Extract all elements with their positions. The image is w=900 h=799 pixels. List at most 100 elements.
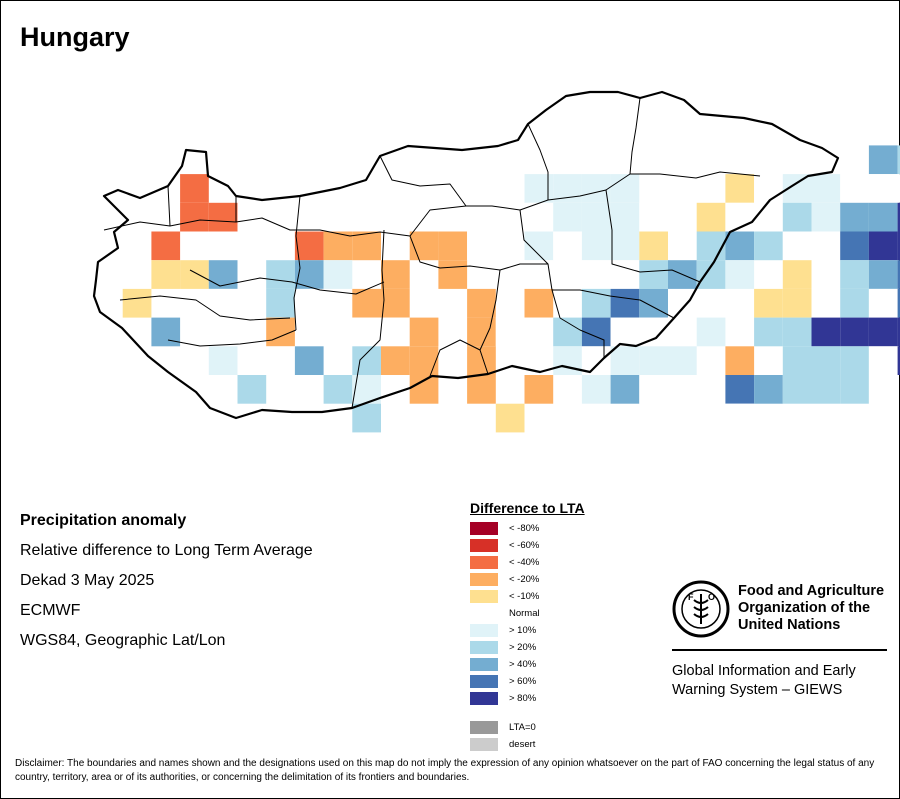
grid-cell — [782, 202, 812, 232]
grid-cell — [639, 317, 668, 347]
grid-cell — [381, 288, 410, 318]
grid-cell — [553, 231, 582, 261]
grid-cell — [208, 202, 238, 232]
grid-cell — [610, 288, 640, 318]
county-border — [189, 269, 385, 295]
legend-swatch — [470, 721, 498, 734]
grid-cell — [610, 174, 640, 203]
grid-cell — [323, 375, 353, 404]
grid-cell — [237, 375, 267, 404]
county-border — [519, 209, 549, 265]
grid-cell — [122, 288, 152, 318]
grid-cell — [581, 375, 611, 404]
grid-cell — [782, 231, 812, 261]
legend-label: > 20% — [509, 642, 537, 653]
grid-cell — [897, 231, 900, 261]
grid-cell — [868, 317, 898, 347]
grid-cell — [840, 317, 869, 347]
grid-cell — [237, 231, 267, 261]
giews-line2: Warning System – GIEWS — [672, 682, 843, 698]
grid-cell — [840, 174, 869, 203]
legend-label: > 10% — [509, 625, 537, 636]
grid-cell — [868, 174, 898, 203]
grid-cell — [180, 260, 209, 289]
grid-cell — [438, 231, 468, 261]
grid-cell — [639, 288, 668, 318]
grid-cell — [524, 317, 554, 347]
legend-swatch — [470, 573, 498, 586]
legend-label: LTA=0 — [509, 722, 536, 733]
grid-cell — [668, 231, 697, 261]
grid-cell — [811, 202, 841, 232]
legend-swatch — [470, 607, 498, 620]
grid-cell — [840, 231, 869, 261]
grid-cell — [495, 403, 525, 433]
grid-cell — [840, 375, 869, 404]
grid-cell — [208, 346, 238, 375]
grid-cell — [610, 317, 640, 347]
grid-cell — [782, 288, 812, 318]
county-border — [605, 189, 701, 283]
grid-cell — [610, 202, 640, 232]
giews-line1: Global Information and Early — [672, 663, 856, 679]
grid-cell — [467, 346, 496, 375]
grid-cell — [897, 202, 900, 232]
grid-cell — [868, 145, 898, 175]
grid-cell — [840, 260, 869, 289]
grid-cell — [438, 260, 468, 289]
map-info: Precipitation anomaly Relative differenc… — [20, 506, 313, 656]
grid-cell — [409, 317, 439, 347]
grid-cell — [524, 375, 554, 404]
disclaimer: Disclaimer: The boundaries and names sho… — [15, 758, 875, 783]
grid-cell — [782, 375, 812, 404]
legend-label: > 60% — [509, 676, 537, 687]
legend-swatch — [470, 641, 498, 654]
info-projection: WGS84, Geographic Lat/Lon — [20, 632, 226, 649]
grid-cell — [696, 317, 726, 347]
grid-cell — [381, 260, 410, 289]
country-border — [92, 90, 840, 420]
county-border — [429, 339, 481, 377]
grid-cell — [811, 317, 841, 347]
grid-cell — [782, 260, 812, 289]
grid-cell — [581, 202, 611, 232]
grid-cell — [409, 231, 439, 261]
county-border — [167, 185, 301, 331]
grid-cell — [725, 403, 755, 433]
grid-cell — [639, 231, 668, 261]
grid-cell — [352, 346, 381, 375]
fao-name-line3: United Nations — [738, 617, 841, 633]
grid-cell — [639, 202, 668, 232]
giews-label: Global Information and Early Warning Sys… — [672, 662, 887, 700]
grid-cell — [524, 260, 554, 289]
county-border — [379, 155, 467, 207]
map-title: Hungary — [20, 22, 130, 52]
grid-cell — [553, 346, 582, 375]
grid-cell — [639, 260, 668, 289]
grid-cell — [266, 288, 295, 318]
legend-swatch — [470, 675, 498, 688]
grid-cell — [524, 202, 554, 232]
grid-cell — [897, 174, 900, 203]
legend-label: < -10% — [509, 591, 540, 602]
hungary-anomaly-map — [92, 90, 900, 433]
legend-label: < -40% — [509, 557, 540, 568]
fao-divider — [672, 649, 887, 651]
county-border — [351, 229, 385, 409]
grid-cell — [180, 346, 209, 375]
legend-swatch — [470, 590, 498, 603]
grid-cell — [467, 231, 496, 261]
grid-cell — [323, 260, 353, 289]
grid-cell — [495, 174, 525, 203]
grid-cell — [868, 346, 898, 375]
grid-cell — [868, 231, 898, 261]
grid-cell — [581, 317, 611, 347]
grid-cell — [180, 174, 209, 203]
grid-cell — [151, 260, 181, 289]
legend-swatch — [470, 738, 498, 751]
grid-cell — [840, 202, 869, 232]
info-source: ECMWF — [20, 602, 81, 619]
info-description: Relative difference to Long Term Average — [20, 542, 313, 559]
legend-swatch — [470, 522, 498, 535]
grid-cell — [495, 231, 525, 261]
